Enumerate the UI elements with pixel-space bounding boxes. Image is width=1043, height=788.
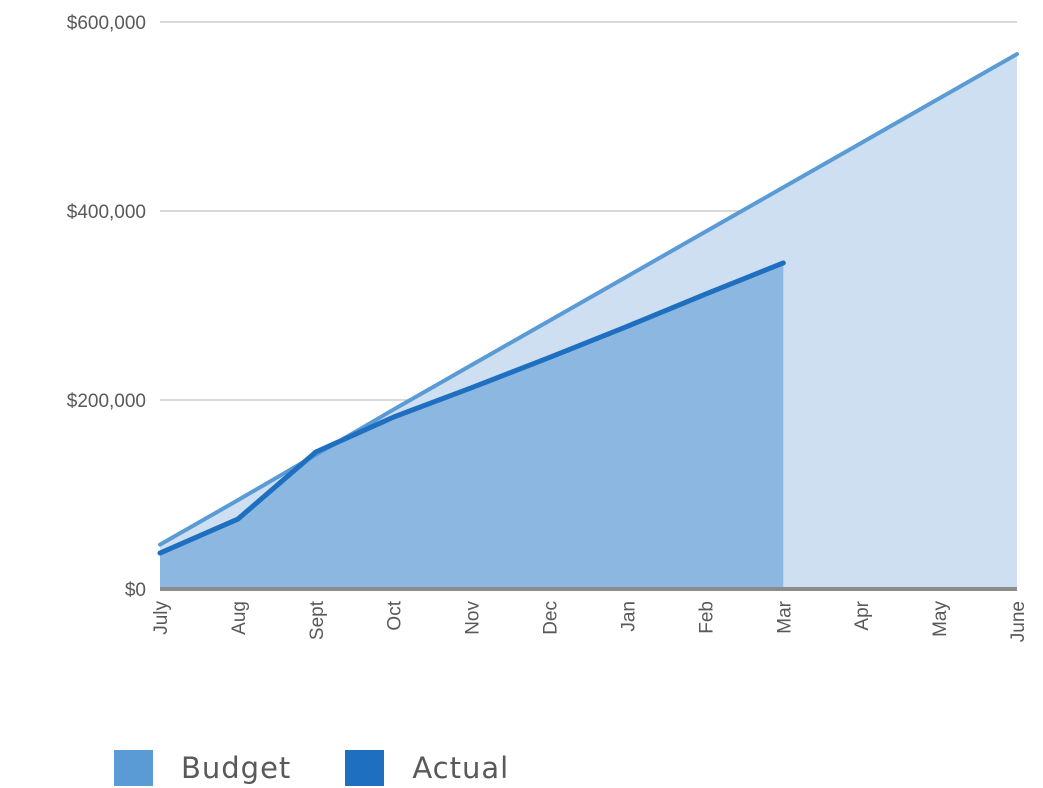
x-tick-label: June <box>1008 601 1029 642</box>
x-tick-label: July <box>151 601 172 635</box>
y-tick-label: $0 <box>125 580 146 601</box>
legend-label-budget: Budget <box>181 751 292 785</box>
y-tick-label: $400,000 <box>67 202 146 223</box>
area-chart: $0 $200,000 $400,000 $600,000 July Aug Sept Oct… <box>67 13 1029 642</box>
legend-item-actual: Actual <box>345 750 509 786</box>
x-tick-label: Aug <box>229 601 250 635</box>
legend-label-actual: Actual <box>412 751 510 785</box>
x-tick-label: Jan <box>618 601 639 632</box>
legend-swatch-actual <box>345 750 385 786</box>
x-tick-label: Feb <box>696 601 717 634</box>
x-tick-label: May <box>930 601 951 637</box>
legend: Budget Actual <box>114 748 563 788</box>
y-tick-label: $200,000 <box>67 391 146 412</box>
legend-swatch-budget <box>114 750 153 786</box>
x-tick-label: Sept <box>307 600 328 640</box>
x-tick-label: Apr <box>852 600 873 630</box>
legend-item-budget: Budget <box>114 750 291 786</box>
x-tick-label: Mar <box>774 600 795 633</box>
area-actual <box>160 262 784 589</box>
x-tick-label: Oct <box>385 600 406 630</box>
line-actual <box>157 260 786 556</box>
chart-area: $0 $200,000 $400,000 $600,000 July Aug Sept Oct… <box>67 13 1029 642</box>
y-tick-label: $600,000 <box>67 13 146 34</box>
x-tick-label: Dec <box>541 601 562 635</box>
x-tick-label: Nov <box>463 601 484 635</box>
